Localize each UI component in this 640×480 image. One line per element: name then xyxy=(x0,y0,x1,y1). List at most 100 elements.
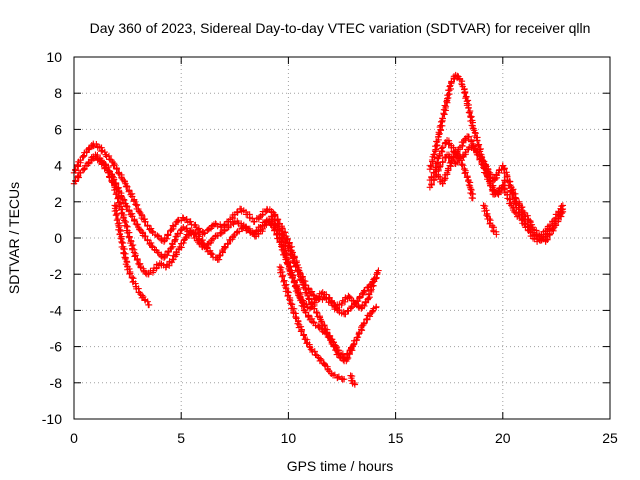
data-point xyxy=(117,227,124,235)
data-point xyxy=(259,225,266,233)
data-point xyxy=(458,80,465,88)
y-tick-label: 2 xyxy=(54,194,62,210)
data-point xyxy=(367,287,374,294)
data-point xyxy=(79,166,87,174)
data-point xyxy=(444,94,452,102)
data-point xyxy=(216,252,223,260)
data-point xyxy=(438,148,446,156)
data-point xyxy=(126,234,133,241)
data-point xyxy=(294,268,301,275)
data-point xyxy=(169,222,177,229)
x-tick-label: 15 xyxy=(388,430,404,446)
data-point xyxy=(130,197,138,204)
data-point xyxy=(446,159,454,167)
data-point xyxy=(439,115,446,122)
data-point xyxy=(361,287,368,295)
data-point xyxy=(558,206,565,214)
x-tick-label: 5 xyxy=(177,430,185,446)
data-point xyxy=(277,238,285,245)
data-point xyxy=(145,301,153,309)
data-point xyxy=(453,152,460,159)
data-point xyxy=(121,254,128,261)
data-point xyxy=(546,226,553,233)
data-point xyxy=(302,309,310,316)
data-point xyxy=(474,137,481,144)
data-point xyxy=(80,166,88,173)
y-tick-label: -2 xyxy=(50,266,63,282)
data-point xyxy=(482,169,489,177)
data-point xyxy=(217,230,225,238)
y-tick-label: 6 xyxy=(54,121,62,137)
data-point xyxy=(428,163,435,170)
data-point xyxy=(72,177,79,184)
data-point xyxy=(98,148,105,155)
data-point xyxy=(123,202,130,210)
y-tick-label: -10 xyxy=(42,411,62,427)
data-point xyxy=(168,244,175,252)
data-point xyxy=(113,190,120,197)
data-point xyxy=(461,170,468,177)
data-point xyxy=(487,182,494,189)
data-point xyxy=(299,281,307,288)
data-point xyxy=(163,252,171,259)
data-point xyxy=(187,228,194,235)
data-point xyxy=(447,158,455,165)
data-point xyxy=(255,230,262,237)
data-point xyxy=(446,83,453,90)
data-point xyxy=(370,282,377,289)
data-point xyxy=(114,195,121,202)
data-point xyxy=(519,207,527,215)
data-point xyxy=(101,165,108,172)
data-point xyxy=(354,333,362,341)
data-point xyxy=(274,216,281,224)
data-point xyxy=(130,249,138,256)
data-point xyxy=(351,381,359,388)
data-point xyxy=(306,305,314,312)
x-tick-label: 25 xyxy=(602,430,618,446)
data-point xyxy=(96,155,104,162)
data-point xyxy=(182,234,189,242)
x-tick-label: 10 xyxy=(281,430,297,446)
data-point xyxy=(459,162,466,169)
data-point xyxy=(336,354,344,361)
data-point xyxy=(149,243,156,250)
data-point xyxy=(171,237,178,244)
data-point xyxy=(361,302,368,310)
data-point xyxy=(105,152,113,160)
data-point xyxy=(492,175,499,183)
data-point xyxy=(188,227,196,234)
data-point xyxy=(144,298,151,305)
data-point xyxy=(445,141,452,148)
data-point xyxy=(346,350,353,357)
data-point xyxy=(480,202,487,209)
data-point xyxy=(305,295,312,302)
data-point xyxy=(465,109,473,116)
data-point xyxy=(176,230,184,237)
data-point xyxy=(113,211,120,219)
data-point xyxy=(144,222,151,230)
data-point xyxy=(113,210,121,218)
data-point xyxy=(303,300,310,308)
data-point xyxy=(463,174,471,181)
data-point xyxy=(124,203,131,210)
data-point xyxy=(117,235,124,242)
data-point xyxy=(310,318,317,326)
data-point xyxy=(294,320,301,327)
data-point xyxy=(200,241,207,248)
data-point xyxy=(142,233,149,240)
data-point xyxy=(185,232,193,239)
data-point xyxy=(111,161,118,168)
data-point xyxy=(462,169,469,176)
data-point xyxy=(80,153,87,160)
data-point xyxy=(442,103,450,110)
data-point xyxy=(100,161,108,168)
data-point xyxy=(298,327,306,335)
data-point xyxy=(340,375,348,383)
x-tick-label: 20 xyxy=(495,430,511,446)
data-point xyxy=(311,348,318,355)
y-tick-label: 0 xyxy=(54,230,62,246)
data-point xyxy=(512,209,520,217)
data-point xyxy=(251,218,258,225)
y-axis-label: SDTVAR / TECUs xyxy=(6,182,22,294)
